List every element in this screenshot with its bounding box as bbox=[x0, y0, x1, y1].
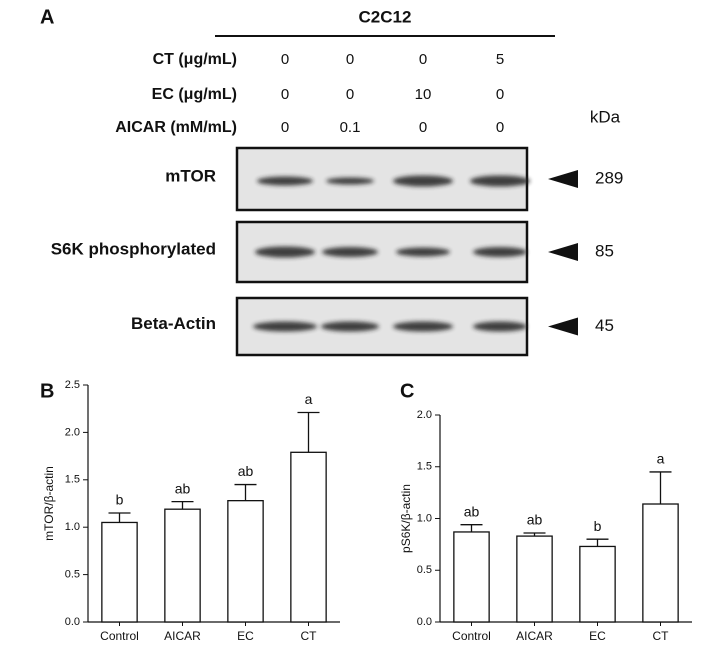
panel-label: B bbox=[40, 380, 54, 402]
bar bbox=[164, 508, 201, 623]
blot-band bbox=[396, 247, 450, 257]
y-tick-label: 0.5 bbox=[65, 569, 80, 581]
x-tick-label: Control bbox=[100, 629, 139, 643]
treatment-value: 0 bbox=[281, 119, 289, 136]
x-tick-label: AICAR bbox=[516, 629, 553, 643]
band-kda: 289 bbox=[595, 168, 623, 187]
blot-band bbox=[393, 175, 453, 187]
treatment-value: 0 bbox=[346, 86, 354, 103]
treatment-value: 0 bbox=[346, 51, 354, 68]
panel-label: A bbox=[40, 6, 54, 28]
significance-letter: ab bbox=[464, 503, 480, 519]
bar bbox=[290, 451, 327, 623]
band-arrow bbox=[548, 243, 578, 261]
treatment-value: 0 bbox=[419, 119, 427, 136]
treatment-value: 10 bbox=[415, 86, 432, 103]
treatment-value: 0 bbox=[496, 86, 504, 103]
blot-band bbox=[473, 247, 527, 257]
significance-letter: a bbox=[657, 451, 665, 467]
y-tick-label: 2.0 bbox=[417, 409, 432, 421]
x-tick-label: Control bbox=[452, 629, 491, 643]
blot-band bbox=[322, 247, 378, 257]
y-tick-label: 1.0 bbox=[417, 512, 432, 524]
y-tick-label: 1.5 bbox=[417, 461, 432, 473]
blot-band bbox=[326, 177, 374, 185]
x-tick-label: EC bbox=[237, 629, 254, 643]
blot-band bbox=[321, 321, 379, 332]
y-tick-label: 2.5 bbox=[65, 379, 80, 391]
treatment-label: CT (μg/mL) bbox=[153, 51, 237, 68]
treatment-value: 0 bbox=[419, 51, 427, 68]
band-kda: 85 bbox=[595, 241, 614, 260]
band-arrow bbox=[548, 317, 578, 336]
band-arrow bbox=[548, 170, 578, 188]
treatment-value: 5 bbox=[496, 51, 504, 68]
band-name: mTOR bbox=[165, 166, 216, 185]
y-tick-label: 1.0 bbox=[65, 521, 80, 533]
significance-letter: b bbox=[116, 492, 124, 508]
significance-letter: ab bbox=[527, 512, 543, 528]
y-tick-label: 0.0 bbox=[65, 616, 80, 628]
significance-letter: ab bbox=[238, 463, 254, 479]
bar bbox=[227, 500, 264, 623]
blot-band bbox=[393, 321, 453, 332]
blot-band bbox=[470, 175, 530, 187]
band-name: S6K phosphorylated bbox=[51, 239, 216, 258]
significance-letter: ab bbox=[175, 480, 191, 496]
y-tick-label: 2.0 bbox=[65, 426, 80, 438]
significance-letter: b bbox=[594, 518, 602, 534]
kda-label: kDa bbox=[590, 107, 621, 126]
x-tick-label: EC bbox=[589, 629, 606, 643]
treatment-value: 0 bbox=[281, 86, 289, 103]
band-kda: 45 bbox=[595, 316, 614, 335]
treatment-label: EC (μg/mL) bbox=[152, 86, 237, 103]
cell-line: C2C12 bbox=[359, 7, 412, 26]
x-tick-label: CT bbox=[301, 629, 318, 643]
bar bbox=[642, 503, 679, 623]
x-tick-label: CT bbox=[653, 629, 670, 643]
treatment-value: 0 bbox=[496, 119, 504, 136]
x-tick-label: AICAR bbox=[164, 629, 201, 643]
y-tick-label: 0.0 bbox=[417, 616, 432, 628]
treatment-value: 0 bbox=[281, 51, 289, 68]
bar bbox=[101, 521, 138, 623]
blot-band bbox=[473, 321, 527, 332]
panel-label: C bbox=[400, 380, 414, 402]
treatment-value: 0.1 bbox=[340, 119, 361, 136]
blot-band bbox=[255, 246, 315, 258]
bar bbox=[579, 545, 616, 623]
band-name: Beta-Actin bbox=[131, 314, 216, 333]
y-tick-label: 1.5 bbox=[65, 474, 80, 486]
y-axis-label: mTOR/β-actin bbox=[42, 466, 56, 541]
significance-letter: a bbox=[305, 391, 313, 407]
y-axis-label: pS6K/β-actin bbox=[399, 484, 413, 553]
treatment-label: AICAR (mM/mL) bbox=[115, 119, 237, 136]
bar bbox=[453, 531, 490, 623]
y-tick-label: 0.5 bbox=[417, 564, 432, 576]
bar bbox=[516, 535, 553, 623]
blot-band bbox=[253, 321, 317, 332]
blot-band bbox=[257, 176, 313, 186]
